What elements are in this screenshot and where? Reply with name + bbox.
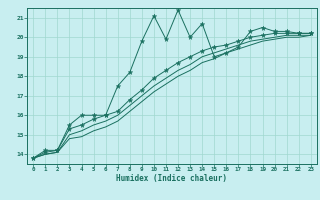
- X-axis label: Humidex (Indice chaleur): Humidex (Indice chaleur): [116, 174, 228, 183]
